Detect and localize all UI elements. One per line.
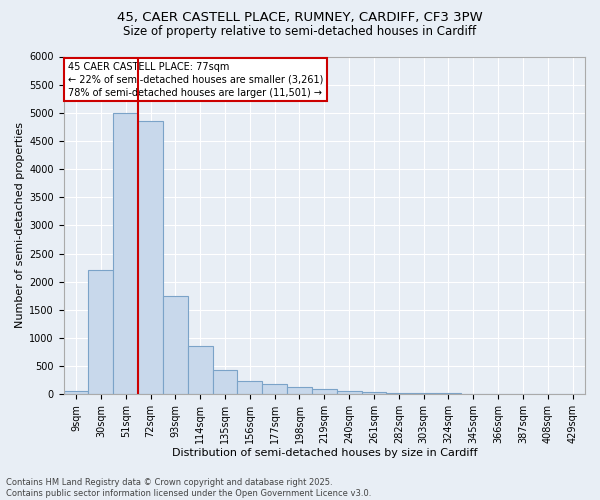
Bar bbox=[386, 393, 411, 394]
Bar bbox=[262, 384, 287, 394]
Bar bbox=[188, 346, 212, 394]
Text: Size of property relative to semi-detached houses in Cardiff: Size of property relative to semi-detach… bbox=[124, 25, 476, 38]
Bar bbox=[113, 113, 138, 394]
Bar bbox=[312, 389, 337, 394]
Bar bbox=[163, 296, 188, 394]
Bar bbox=[212, 370, 238, 394]
Text: Contains HM Land Registry data © Crown copyright and database right 2025.
Contai: Contains HM Land Registry data © Crown c… bbox=[6, 478, 371, 498]
X-axis label: Distribution of semi-detached houses by size in Cardiff: Distribution of semi-detached houses by … bbox=[172, 448, 477, 458]
Bar bbox=[287, 387, 312, 394]
Bar bbox=[337, 391, 362, 394]
Bar bbox=[362, 392, 386, 394]
Bar bbox=[238, 382, 262, 394]
Bar bbox=[88, 270, 113, 394]
Bar bbox=[64, 392, 88, 394]
Text: 45 CAER CASTELL PLACE: 77sqm
← 22% of semi-detached houses are smaller (3,261)
7: 45 CAER CASTELL PLACE: 77sqm ← 22% of se… bbox=[68, 62, 323, 98]
Bar bbox=[411, 393, 436, 394]
Y-axis label: Number of semi-detached properties: Number of semi-detached properties bbox=[15, 122, 25, 328]
Text: 45, CAER CASTELL PLACE, RUMNEY, CARDIFF, CF3 3PW: 45, CAER CASTELL PLACE, RUMNEY, CARDIFF,… bbox=[117, 12, 483, 24]
Bar bbox=[138, 121, 163, 394]
